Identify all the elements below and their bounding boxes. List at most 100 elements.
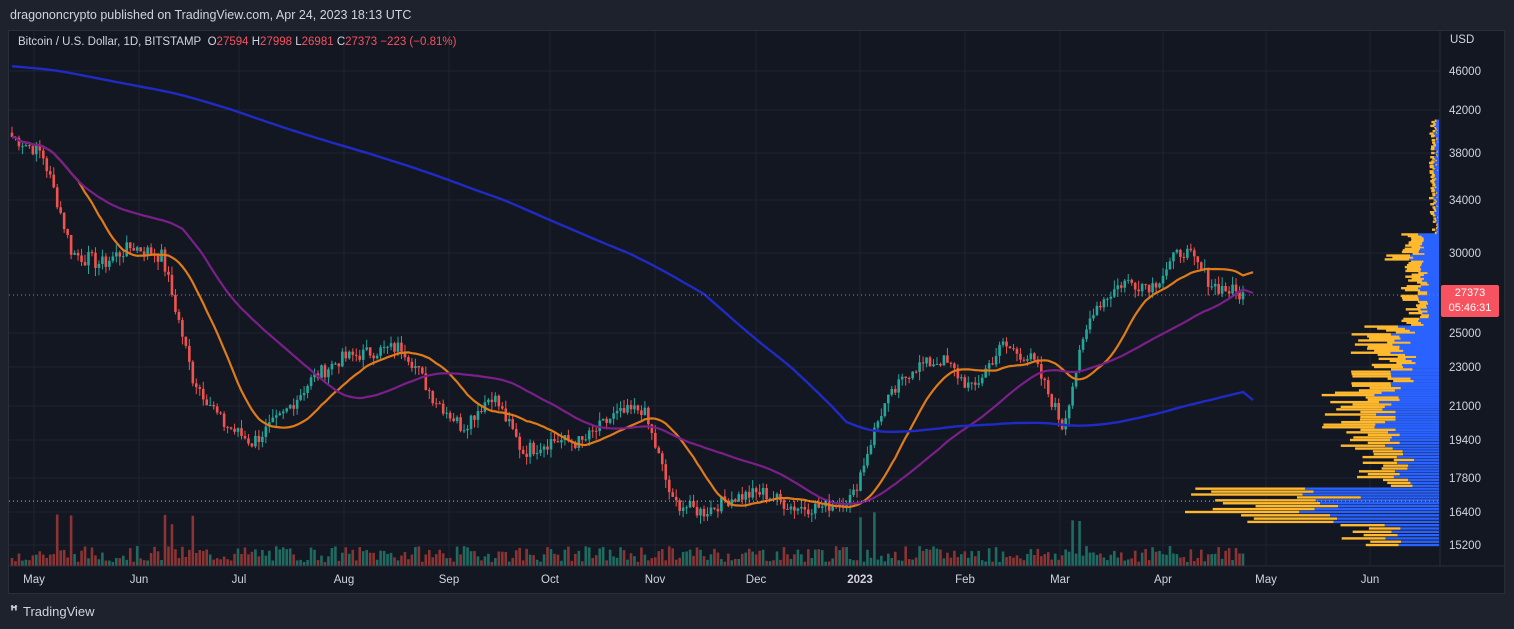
candle-body <box>212 405 215 407</box>
price-levels <box>9 294 1440 502</box>
volume-bar <box>765 560 768 566</box>
volume-profile-down <box>1418 271 1428 275</box>
volume-bar <box>198 549 202 566</box>
volume-profile-up <box>1427 290 1439 294</box>
time-tick-label: Sep <box>439 574 459 586</box>
volume-bar <box>452 561 455 566</box>
candle-body <box>466 428 469 431</box>
volume-bar <box>612 556 615 566</box>
volume-bar <box>421 561 424 566</box>
candle-body <box>688 501 692 508</box>
candle-body <box>1102 299 1106 308</box>
volume-bar <box>351 549 355 566</box>
volume-profile-down <box>1381 467 1408 470</box>
volume-profile-down <box>1430 187 1435 190</box>
volume-profile-up <box>1417 294 1439 298</box>
volume-profile-up <box>1435 188 1439 191</box>
volume-profile-down <box>1408 262 1423 265</box>
time-tick-label: Nov <box>645 574 666 586</box>
volume-profile <box>1184 119 1439 547</box>
candle-body <box>716 508 720 512</box>
volume-profile-up <box>1435 142 1439 146</box>
candle-body <box>504 408 508 422</box>
volume-bar <box>907 559 911 566</box>
tradingview-logo[interactable]: ꟸ TradingView <box>10 604 95 619</box>
candle-body <box>368 347 372 356</box>
volume-bar <box>400 555 403 566</box>
candle-body <box>751 488 754 498</box>
volume-profile-up <box>1437 150 1439 153</box>
candle-body <box>720 496 723 512</box>
volume-profile-down <box>1367 345 1400 348</box>
candle-body <box>494 395 497 403</box>
candle-body <box>820 506 824 508</box>
volume-bar <box>1189 549 1193 566</box>
candle-body <box>758 492 761 495</box>
volume-bar <box>160 559 163 566</box>
volume-profile-down <box>1340 524 1385 527</box>
volume-bar <box>441 553 445 566</box>
price-tick-label: 17800 <box>1449 473 1481 485</box>
volume-bar <box>845 547 848 566</box>
volume-bar <box>636 561 640 566</box>
volume-profile-down <box>1434 231 1437 235</box>
volume-profile-up <box>1437 163 1439 166</box>
volume-bar <box>17 553 21 566</box>
volume-profile-up <box>1435 220 1439 223</box>
volume-profile-up <box>1391 530 1439 533</box>
candle-body <box>1151 283 1154 293</box>
candle-body <box>306 386 309 394</box>
volume-bar <box>528 554 532 566</box>
volume-profile-down <box>1436 215 1438 219</box>
volume-profile-up <box>1384 444 1439 447</box>
price-axis: 46000 42000 38000 34000 30000 25000 23000 21000… <box>1439 31 1481 566</box>
volume-profile-up <box>1427 300 1439 303</box>
candle-body <box>782 500 786 509</box>
candle-body <box>713 507 716 509</box>
volume-profile-down <box>1436 225 1438 228</box>
volume-bar <box>733 558 737 566</box>
candle-body <box>608 418 612 423</box>
volume-bar <box>288 548 292 566</box>
volume-profile-down <box>1369 386 1401 390</box>
candle-body <box>1109 296 1113 299</box>
volume-bar <box>664 560 668 566</box>
volume-bar <box>1241 553 1245 566</box>
volume-bar <box>970 551 974 566</box>
volume-bar <box>584 546 588 566</box>
volume-profile-down <box>1417 290 1428 294</box>
volume-bar <box>257 556 261 566</box>
candle-body <box>320 365 323 379</box>
candle-body <box>678 500 681 511</box>
volume-profile-down <box>1340 405 1385 409</box>
candle-body <box>1106 298 1109 300</box>
volume-bar <box>859 517 862 566</box>
volume-profile-down <box>1390 368 1413 371</box>
volume-bar <box>396 560 400 566</box>
volume-profile-down <box>1404 247 1421 250</box>
volume-bar <box>1193 560 1196 566</box>
volume-bar <box>97 559 101 566</box>
candle-body <box>733 499 737 502</box>
volume-profile-up <box>1434 180 1439 183</box>
volume-bar <box>1022 560 1026 566</box>
volume-profile-down <box>1436 223 1438 227</box>
open-value: 27594 <box>216 36 249 48</box>
volume-bar <box>587 547 591 566</box>
candle-body <box>654 432 657 448</box>
candle-body <box>101 256 104 264</box>
volume-bar <box>128 548 132 566</box>
volume-profile-up <box>1421 267 1439 271</box>
candle-body <box>1144 284 1147 286</box>
volume-bar <box>681 551 685 566</box>
volume-bar <box>928 549 932 566</box>
volume-profile-up <box>1433 210 1439 214</box>
volume-bar <box>862 561 866 566</box>
volume-profile-up <box>1405 357 1439 361</box>
volume-profile-down <box>1404 265 1421 269</box>
candle-body <box>490 399 494 403</box>
volume-profile-up <box>1437 137 1439 141</box>
candle-body <box>80 255 83 262</box>
candle-body <box>431 390 435 404</box>
